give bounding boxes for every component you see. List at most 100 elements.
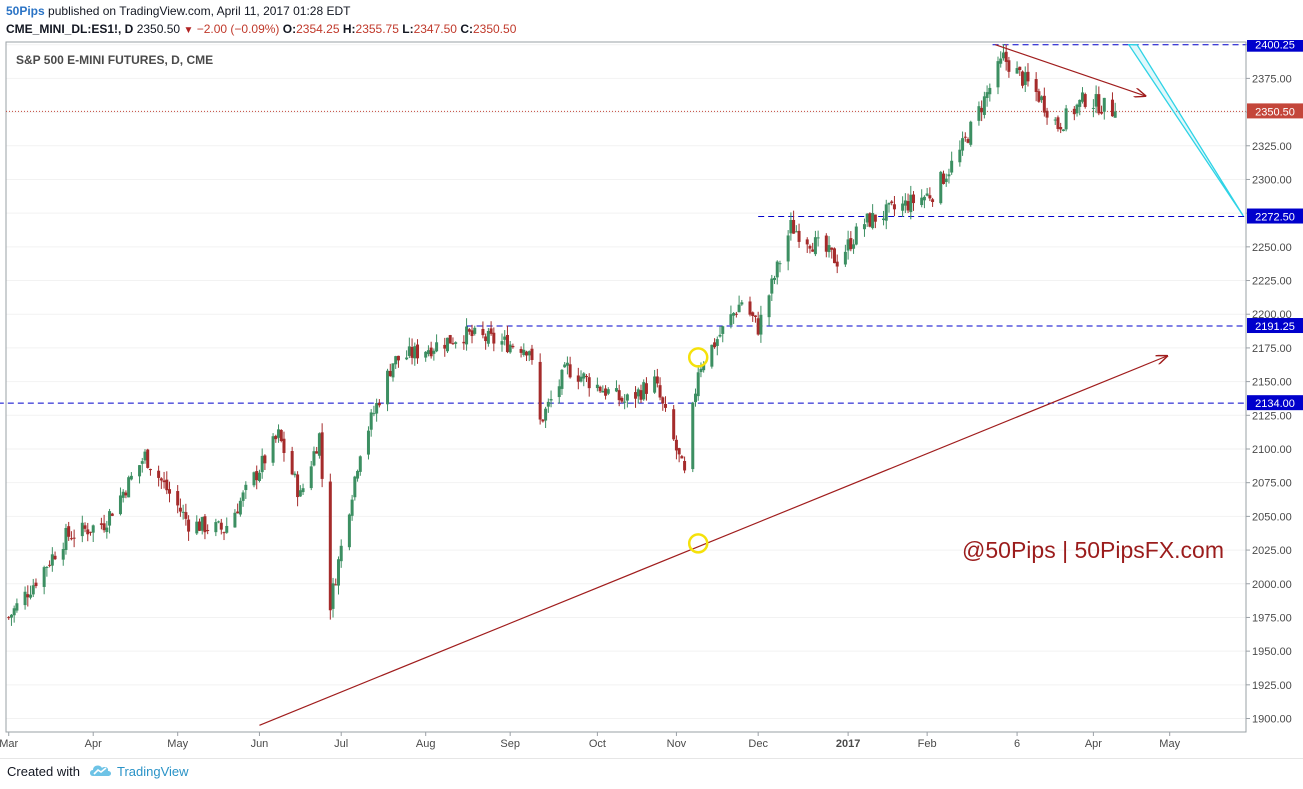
- candle-body-up: [1015, 68, 1019, 74]
- time-tick-label: Apr: [1085, 738, 1102, 750]
- candle-body-up: [996, 61, 1000, 88]
- candle-body-up: [29, 594, 33, 598]
- candle-body-down: [448, 335, 452, 344]
- candle-body-down: [146, 449, 150, 468]
- candle-body-up: [544, 408, 548, 421]
- candle-body-down: [830, 247, 834, 250]
- candle-body-up: [653, 376, 657, 393]
- candle-body-up: [601, 390, 605, 393]
- horizontal-levels[interactable]: [0, 44, 1246, 404]
- candle-body-down: [756, 318, 760, 335]
- candle-body-up: [508, 344, 512, 353]
- tradingview-cloud-icon[interactable]: [88, 762, 112, 778]
- candle-body-up: [767, 295, 771, 318]
- candle-body-down: [525, 351, 529, 356]
- candle-body-up: [642, 382, 646, 400]
- highlight-circle[interactable]: [687, 533, 709, 554]
- candle-body-up: [623, 401, 627, 403]
- candle-body-up: [882, 218, 886, 221]
- highlight-circle[interactable]: [687, 347, 709, 368]
- candle-body-up: [1001, 52, 1005, 59]
- candle-body-up: [786, 235, 790, 262]
- candle-body-down: [263, 455, 267, 464]
- candle-body-down: [470, 330, 474, 337]
- falling-trendline-arrow[interactable]: [995, 44, 1145, 96]
- tradingview-link[interactable]: TradingView: [117, 764, 189, 779]
- candle-body-down: [1097, 94, 1101, 114]
- candle-body-up: [138, 465, 142, 477]
- candle-body-up: [42, 567, 46, 587]
- author-link[interactable]: 50Pips: [6, 4, 45, 18]
- rising-trendline-arrow[interactable]: [259, 356, 1167, 726]
- candle-body-up: [1094, 94, 1098, 107]
- price-axis[interactable]: 1900.00 1925.00 1950.00 1975.00 2000.00 2025.…: [1245, 36, 1303, 732]
- watermark-text: @50Pips | 50PipsFX.com: [962, 537, 1224, 563]
- level-badge-label: 2134.00: [1255, 398, 1295, 410]
- candle-body-down: [219, 522, 223, 530]
- candle-body-down: [1056, 117, 1060, 129]
- candle-body-up: [12, 608, 16, 616]
- candle-body-down: [644, 383, 648, 394]
- candle-body-down: [680, 456, 684, 459]
- candle-body-down: [1072, 108, 1076, 115]
- candle-body-down: [236, 511, 240, 514]
- candle-body-down: [83, 525, 87, 529]
- price-change: −2.00 (−0.09%): [196, 22, 280, 36]
- candle-body-down: [677, 448, 681, 455]
- candle-body-up: [140, 461, 144, 464]
- candle-body-up: [939, 171, 943, 204]
- candle-body-down: [274, 435, 278, 440]
- level-badge-label: 2400.25: [1255, 40, 1295, 52]
- low-value: 2347.50: [413, 22, 457, 36]
- candle-body-up: [721, 326, 725, 334]
- candle-body-up: [445, 337, 449, 352]
- candle-body-down: [530, 348, 534, 361]
- chart-area[interactable]: S&P 500 E-MINI FUTURES, D, CME 1900.00 19…: [0, 36, 1303, 758]
- price-tick-label: 2025.00: [1252, 545, 1292, 557]
- drawings[interactable]: [259, 44, 1244, 726]
- candle-body-down: [805, 239, 809, 245]
- time-tick-label: Jul: [334, 738, 348, 750]
- candle-body-up: [435, 342, 439, 352]
- candle-body-up: [557, 386, 561, 398]
- price-chart[interactable]: S&P 500 E-MINI FUTURES, D, CME 1900.0019…: [0, 36, 1303, 758]
- candle-body-down: [655, 376, 659, 384]
- candle-body-up: [293, 473, 297, 476]
- candles: [7, 44, 1117, 626]
- candle-body-up: [500, 341, 504, 345]
- candle-body-up: [546, 401, 550, 407]
- candle-body-up: [271, 436, 275, 463]
- open-value: 2354.25: [296, 22, 340, 36]
- candle-body-down: [683, 460, 687, 471]
- candle-body-up: [386, 370, 390, 405]
- candle-body-up: [789, 220, 793, 234]
- candle-body-up: [45, 566, 49, 568]
- time-tick-label: Mar: [0, 738, 19, 750]
- candle-body-up: [920, 197, 924, 206]
- time-axis[interactable]: Mar Apr May Jun Jul Aug Sep Oct Nov Dec 2017 Feb 6 Ap…: [0, 732, 1181, 750]
- candle-body-up: [759, 314, 763, 335]
- candle-body-down: [832, 248, 836, 264]
- symbol-label[interactable]: CME_MINI_DL:ES1!, D: [6, 22, 134, 36]
- candle-body-down: [279, 429, 283, 442]
- candle-body-down: [824, 235, 828, 252]
- candle-body-up: [565, 362, 569, 366]
- time-tick-label: May: [167, 738, 188, 750]
- candle-body-up: [257, 472, 261, 481]
- candle-body-up: [317, 433, 321, 456]
- candle-body-down: [797, 230, 801, 242]
- level-badge-label: 2272.50: [1255, 212, 1295, 224]
- candle-body-up: [522, 349, 526, 355]
- cyan-projection-wedge[interactable]: [1127, 44, 1244, 217]
- price-tick-label: 2150.00: [1252, 377, 1292, 389]
- published-text: published on TradingView.com, April 11, …: [48, 4, 351, 18]
- candle-body-up: [691, 402, 695, 470]
- candle-body-down: [88, 531, 92, 533]
- candle-body-down: [178, 507, 182, 512]
- candle-body-up: [61, 549, 65, 560]
- high-label: H:: [342, 22, 356, 36]
- last-price: 2350.50: [136, 22, 181, 36]
- candle-body-up: [301, 488, 305, 493]
- candle-body-down: [1034, 79, 1038, 92]
- candle-body-down: [26, 594, 30, 598]
